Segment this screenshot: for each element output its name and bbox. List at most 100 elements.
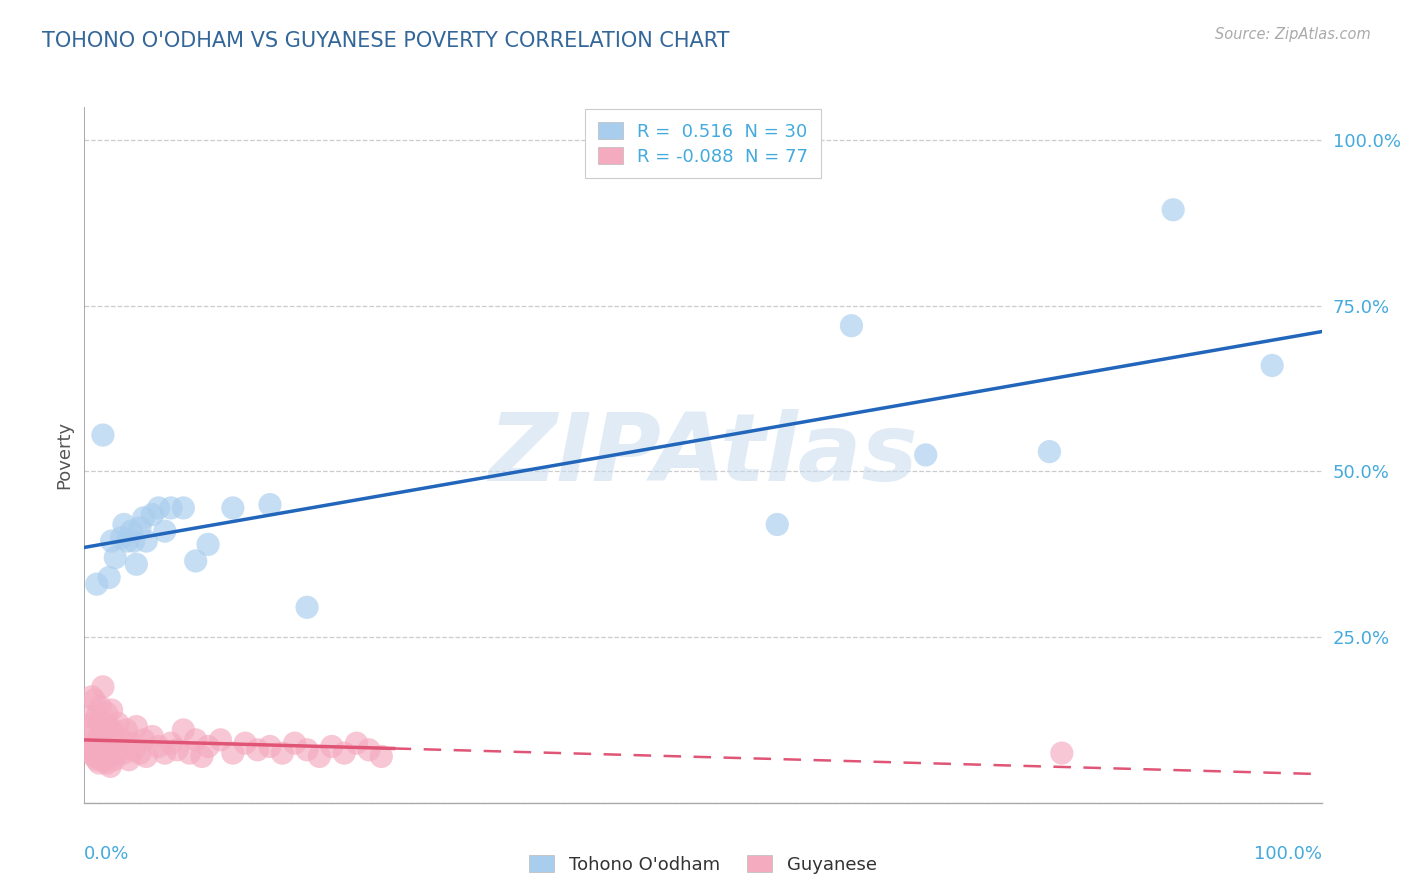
Point [184, 554, 207, 568]
Point [271, 746, 294, 760]
Point [197, 537, 219, 551]
Point [841, 318, 863, 333]
Point [96, 756, 118, 770]
Point [110, 732, 132, 747]
Point [97, 720, 120, 734]
Point [346, 736, 368, 750]
Point [132, 732, 155, 747]
Point [98, 749, 121, 764]
Point [91, 428, 114, 442]
Point [112, 746, 135, 760]
Point [166, 743, 188, 757]
Point [295, 743, 318, 757]
Point [89, 749, 111, 764]
Point [141, 730, 163, 744]
Point [1261, 359, 1284, 373]
Point [105, 746, 128, 760]
Point [122, 534, 145, 549]
Point [83, 693, 105, 707]
Legend: Tohono O'odham, Guyanese: Tohono O'odham, Guyanese [522, 847, 884, 880]
Point [97, 739, 120, 754]
Point [179, 746, 201, 760]
Point [172, 723, 194, 737]
Point [93, 743, 115, 757]
Point [129, 746, 152, 760]
Point [914, 448, 936, 462]
Point [129, 521, 152, 535]
Point [77, 736, 100, 750]
Point [80, 690, 103, 704]
Point [100, 534, 122, 549]
Point [89, 756, 111, 770]
Point [132, 511, 155, 525]
Point [91, 680, 114, 694]
Point [197, 739, 219, 754]
Point [125, 558, 148, 572]
Point [148, 500, 170, 515]
Point [222, 746, 245, 760]
Point [90, 739, 112, 754]
Point [91, 753, 114, 767]
Point [295, 600, 318, 615]
Point [100, 703, 122, 717]
Point [1038, 444, 1060, 458]
Point [118, 753, 141, 767]
Point [108, 739, 131, 754]
Point [153, 524, 176, 538]
Point [87, 732, 110, 747]
Text: 100.0%: 100.0% [1254, 845, 1322, 863]
Point [115, 723, 138, 737]
Point [1161, 202, 1184, 217]
Point [321, 739, 343, 754]
Point [148, 739, 170, 754]
Point [93, 716, 115, 731]
Point [112, 517, 135, 532]
Point [110, 531, 132, 545]
Point [98, 759, 121, 773]
Point [82, 743, 104, 757]
Point [82, 716, 104, 731]
Point [87, 746, 110, 760]
Point [103, 753, 125, 767]
Text: Source: ZipAtlas.com: Source: ZipAtlas.com [1215, 27, 1371, 42]
Point [141, 508, 163, 522]
Point [209, 732, 232, 747]
Point [89, 699, 111, 714]
Point [107, 716, 129, 731]
Point [246, 743, 269, 757]
Point [184, 732, 207, 747]
Point [117, 534, 139, 549]
Point [98, 736, 121, 750]
Point [135, 749, 157, 764]
Point [125, 720, 148, 734]
Point [120, 736, 142, 750]
Point [104, 550, 127, 565]
Point [135, 534, 157, 549]
Point [79, 709, 101, 723]
Point [98, 570, 121, 584]
Point [84, 743, 107, 757]
Point [160, 500, 183, 515]
Point [284, 736, 307, 750]
Point [94, 730, 117, 744]
Point [122, 743, 145, 757]
Point [357, 743, 380, 757]
Point [766, 517, 789, 532]
Point [120, 524, 142, 538]
Point [94, 749, 117, 764]
Point [153, 746, 176, 760]
Point [96, 706, 118, 721]
Point [86, 753, 108, 767]
Point [86, 577, 108, 591]
Point [259, 739, 281, 754]
Point [83, 749, 105, 764]
Text: ZIPAtlas: ZIPAtlas [488, 409, 918, 501]
Text: TOHONO O'ODHAM VS GUYANESE POVERTY CORRELATION CHART: TOHONO O'ODHAM VS GUYANESE POVERTY CORRE… [42, 31, 730, 51]
Point [1050, 746, 1073, 760]
Point [172, 500, 194, 515]
Point [101, 723, 124, 737]
Point [84, 723, 107, 737]
Point [90, 726, 112, 740]
Point [370, 749, 392, 764]
Point [79, 739, 101, 754]
